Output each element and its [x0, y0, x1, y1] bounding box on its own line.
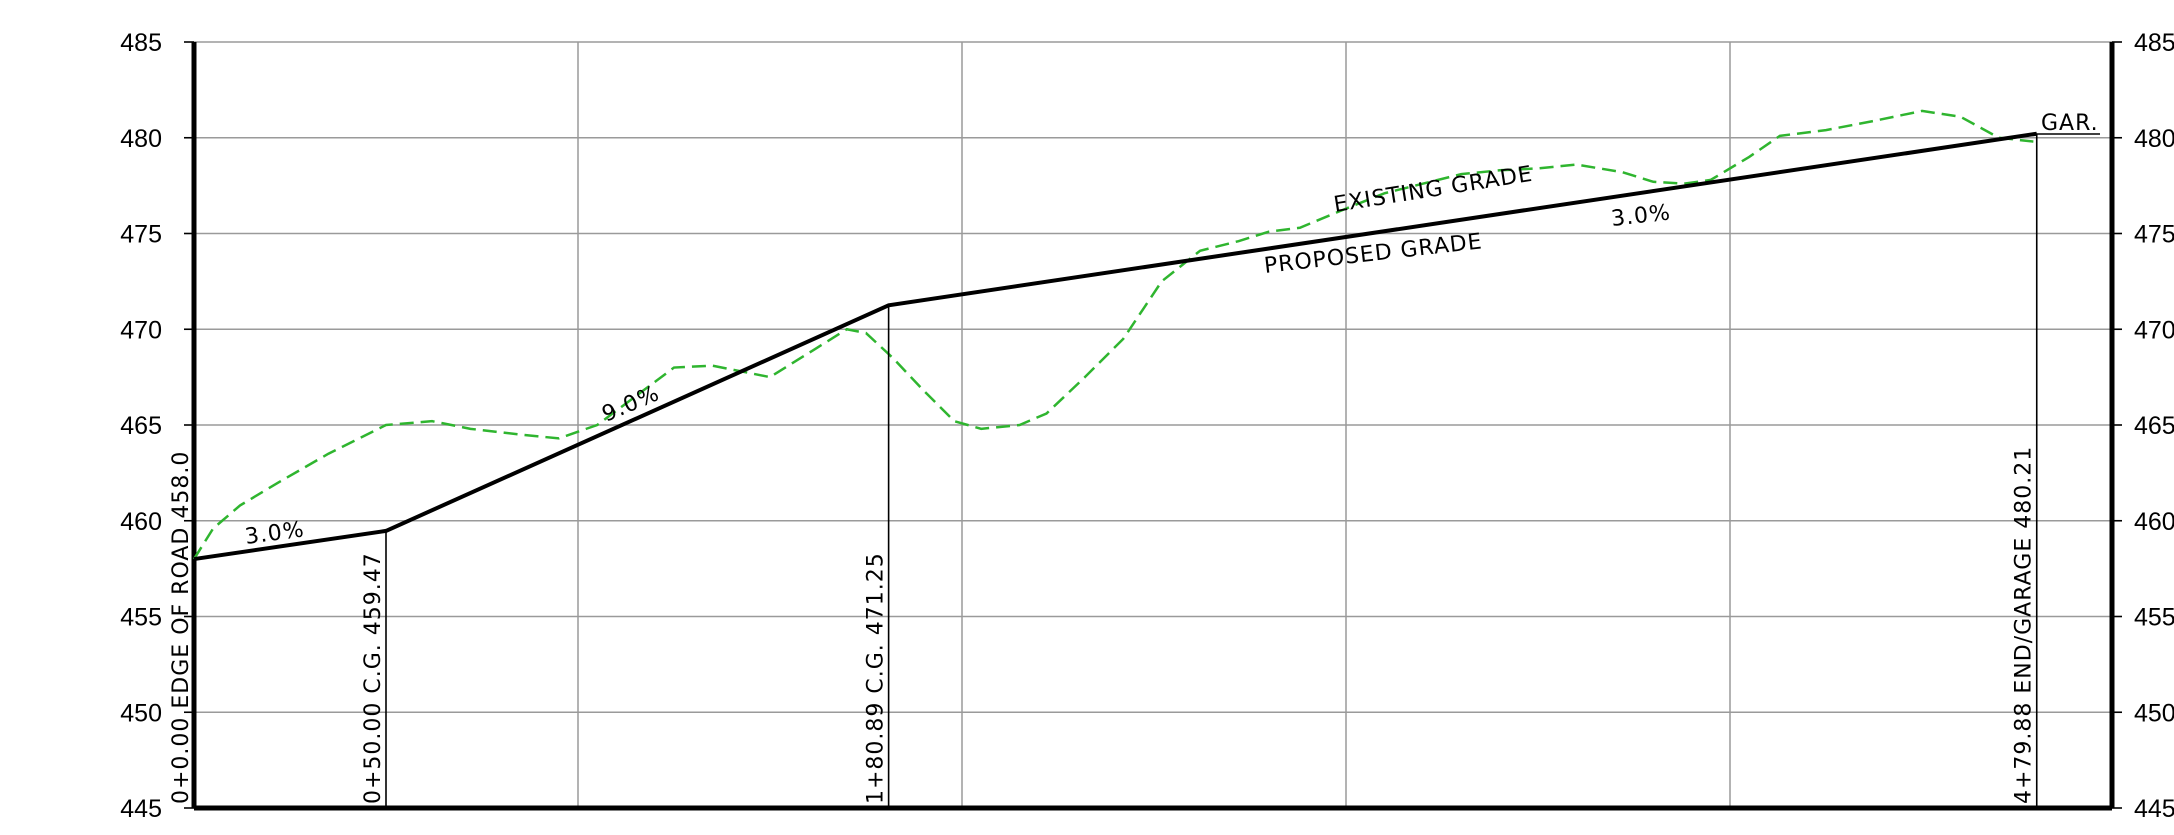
station-label: 4+79.88 END/GARAGE 480.21	[2012, 446, 2037, 804]
garage-label: GAR.	[2041, 111, 2099, 136]
y-tick-label-right: 470	[2134, 316, 2174, 344]
y-tick-label-right: 445	[2134, 795, 2174, 823]
y-tick-label-left: 470	[120, 316, 162, 344]
y-tick-label-right: 485	[2134, 29, 2174, 57]
existing-grade-label: EXISTING GRADE	[1332, 162, 1535, 218]
y-tick-label-left: 485	[120, 29, 162, 57]
y-tick-label-left: 465	[120, 412, 162, 440]
y-tick-label-left: 455	[120, 604, 162, 632]
slope-label-3: 3.0%	[1610, 200, 1672, 232]
station-label: 0+50.00 C.G. 459.47	[361, 552, 386, 804]
proposed-grade-line	[193, 131, 2038, 562]
grid-lines	[194, 41, 2112, 809]
station-label: 0+0.00 EDGE OF ROAD 458.0	[169, 451, 194, 804]
y-tick-label-right: 455	[2134, 604, 2174, 632]
y-tick-label-right: 450	[2134, 699, 2174, 727]
y-tick-label-left: 450	[120, 699, 162, 727]
y-axis-ticks: 485 480 475 470 465 460 455 450 445 485 480 475 470 4…	[120, 29, 2174, 823]
y-tick-label-right: 475	[2134, 221, 2174, 249]
existing-grade-line	[192, 109, 2034, 560]
y-tick-label-left: 480	[120, 125, 162, 153]
grade-lines	[192, 109, 2038, 562]
station-label: 1+80.89 C.G. 471.25	[864, 552, 889, 804]
y-tick-label-left: 460	[120, 508, 162, 536]
y-tick-label-right: 460	[2134, 508, 2174, 536]
y-tick-label-left: 445	[120, 795, 162, 823]
y-tick-label-left: 475	[120, 221, 162, 249]
y-tick-label-right: 480	[2134, 125, 2174, 153]
y-tick-label-right: 465	[2134, 412, 2174, 440]
station-callouts: 0+0.00 EDGE OF ROAD 458.0 0+50.00 C.G. 45…	[169, 133, 2038, 808]
proposed-grade-label: PROPOSED GRADE	[1263, 229, 1484, 279]
